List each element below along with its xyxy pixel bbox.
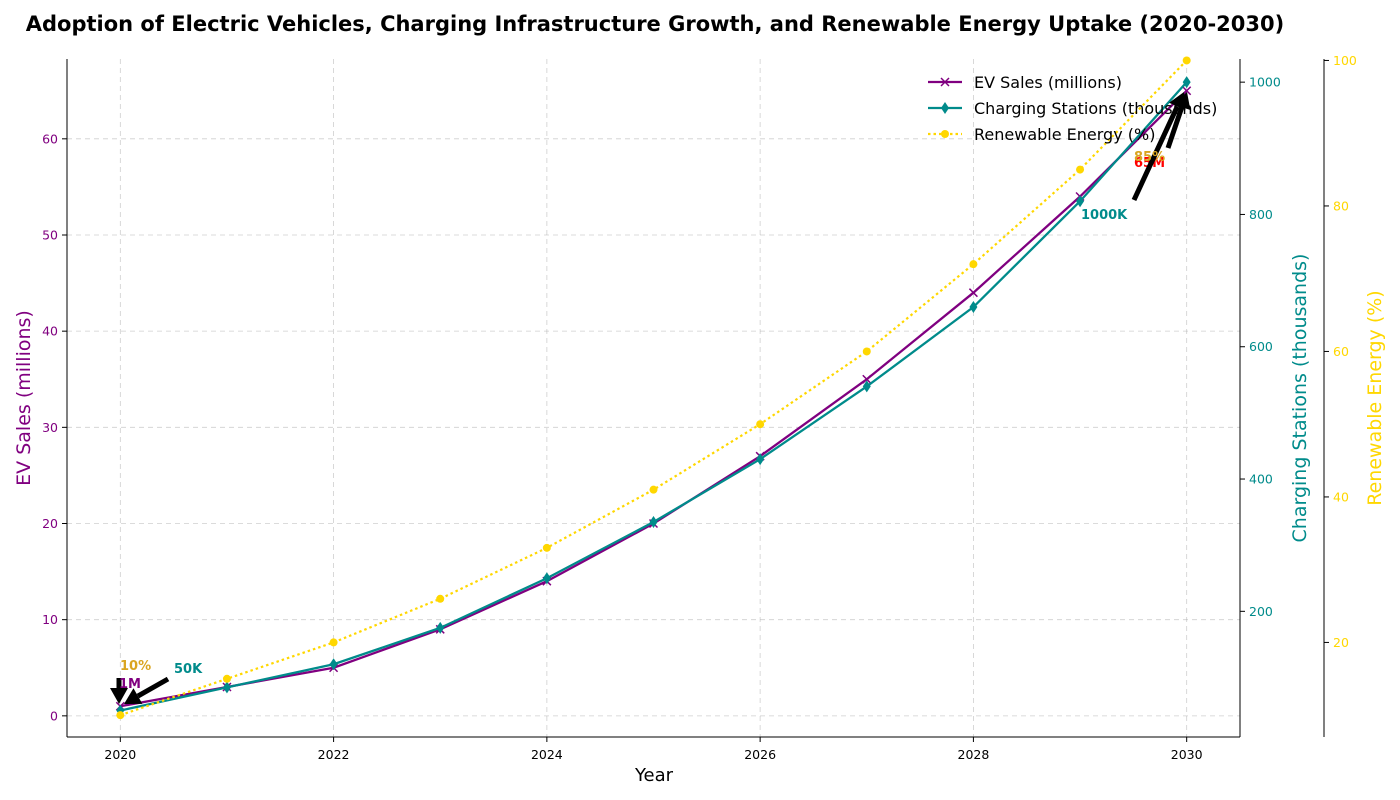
annotation-arrow-head	[1169, 92, 1186, 111]
annotation-arrow-shaft	[1131, 105, 1180, 202]
legend-label: Renewable Energy (%)	[974, 125, 1155, 144]
x-tick-label: 2020	[104, 747, 136, 762]
legend-label: EV Sales (millions)	[974, 73, 1122, 92]
data-point-circle-marker	[436, 594, 445, 603]
annotation-arrow-shaft	[1165, 106, 1185, 149]
annotation-label: 1000K	[1081, 208, 1128, 223]
x-tick-label: 2028	[958, 747, 990, 762]
y-tick-label-right1: 200	[1249, 604, 1273, 619]
legend: EV Sales (millions) Charging Stations (th…	[928, 73, 1217, 144]
legend-item: EV Sales (millions)	[928, 73, 1122, 92]
annotation-arrow-shaft	[136, 676, 170, 699]
y-axis-label-charging-stations: Charging Stations (thousands)	[1289, 254, 1311, 543]
axes: 2020 2022 2024 2026 2028 20300102030405060200…	[42, 53, 1357, 762]
annotation-label: 10%	[120, 659, 151, 674]
data-point-diamond-marker	[969, 301, 978, 314]
data-point-diamond-marker	[1076, 195, 1085, 208]
x-tick-label: 2030	[1171, 747, 1203, 762]
legend-item: Charging Stations (thousands)	[928, 99, 1217, 118]
y-tick-label-left: 10	[42, 612, 58, 627]
grid	[67, 59, 1240, 737]
data-point-circle-marker	[1076, 165, 1085, 174]
data-point-circle-marker	[969, 260, 978, 269]
legend-label: Charging Stations (thousands)	[974, 99, 1217, 118]
annotation-label: 1M	[119, 677, 141, 692]
data-point-diamond-marker	[1182, 76, 1191, 89]
y-tick-label-right1: 1000	[1249, 75, 1281, 90]
series-1	[115, 86, 1192, 711]
x-tick-label: 2026	[744, 747, 776, 762]
data-point-circle-marker	[1182, 56, 1191, 65]
data-point-diamond-marker	[941, 102, 949, 114]
series-3	[116, 56, 1191, 720]
data-point-circle-marker	[756, 420, 765, 429]
data-point-circle-marker	[941, 130, 949, 138]
y-tick-label-left: 40	[42, 324, 58, 339]
annotation-arrow-head	[124, 688, 143, 704]
x-tick-label: 2022	[318, 747, 350, 762]
y-tick-label-left: 50	[42, 227, 58, 242]
y-tick-label-right2: 80	[1333, 198, 1349, 213]
data-point-diamond-marker	[222, 681, 231, 694]
series-2	[116, 76, 1191, 717]
y-axis-label-renewable-energy: Renewable Energy (%)	[1364, 290, 1386, 505]
data-point-diamond-marker	[542, 572, 551, 585]
data-point-diamond-marker	[756, 453, 765, 466]
annotation-label: 85%	[1134, 150, 1165, 165]
data-point-diamond-marker	[649, 516, 658, 529]
data-point-diamond-marker	[436, 621, 445, 634]
data-point-diamond-marker	[329, 658, 338, 671]
data-point-circle-marker	[222, 674, 231, 683]
y-tick-label-right2: 40	[1333, 489, 1349, 504]
legend-item: Renewable Energy (%)	[928, 125, 1155, 144]
y-axis-label-ev-sales: EV Sales (millions)	[13, 310, 35, 486]
series-line	[120, 89, 1188, 708]
y-tick-label-right1: 800	[1249, 207, 1273, 222]
series-line	[119, 59, 1188, 717]
annotation-arrow-head	[110, 688, 128, 704]
series-group	[115, 56, 1192, 720]
data-point-x-marker	[862, 374, 872, 384]
y-tick-label-left: 20	[42, 516, 58, 531]
annotation-label: 50K	[174, 662, 203, 677]
y-tick-label-left: 30	[42, 420, 58, 435]
data-point-diamond-marker	[862, 380, 871, 393]
chart-title: Adoption of Electric Vehicles, Charging …	[26, 12, 1284, 36]
data-point-circle-marker	[649, 485, 658, 494]
x-tick-label: 2024	[531, 747, 563, 762]
data-point-circle-marker	[329, 638, 338, 647]
data-point-circle-marker	[542, 543, 551, 552]
x-axis-label: Year	[634, 765, 674, 786]
y-tick-label-right1: 600	[1249, 339, 1273, 354]
y-tick-label-left: 0	[50, 708, 58, 723]
data-point-x-marker	[940, 77, 950, 87]
y-tick-label-right2: 60	[1333, 344, 1349, 359]
y-tick-label-left: 60	[42, 131, 58, 146]
data-point-circle-marker	[862, 347, 871, 356]
y-tick-label-right1: 400	[1249, 472, 1273, 487]
data-point-circle-marker	[116, 711, 125, 720]
y-tick-label-right2: 20	[1333, 635, 1349, 650]
series-line	[120, 81, 1188, 712]
data-point-x-marker	[968, 288, 978, 298]
y-tick-label-right2: 100	[1333, 53, 1357, 68]
